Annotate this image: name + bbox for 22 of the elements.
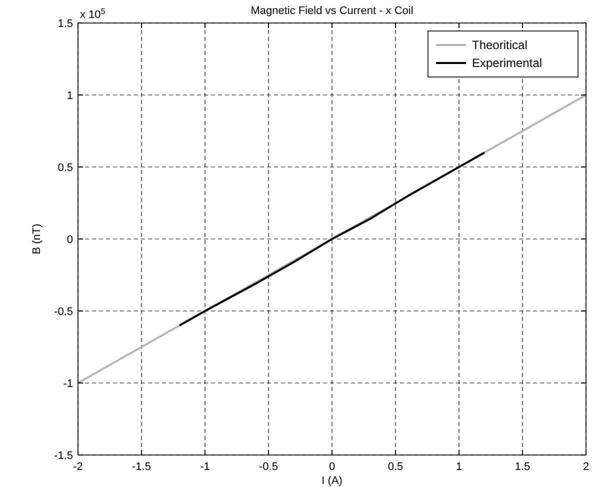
x-tick-label: 0.5 [388,461,404,473]
legend-label: Experimental [472,56,542,70]
legend-label: Theoritical [472,38,528,52]
x-tick-label: 2 [582,461,590,473]
text: x 10$^{5}$ [80,6,106,21]
x-tick-label: 0 [328,461,336,473]
y-tick-label: 1 [66,90,73,102]
x-axis-title: I (A) [322,475,342,487]
chart-title: Magnetic Field vs Current - x Coil [250,5,414,17]
y-tick-label: -1 [63,378,73,390]
y-tick-label: -0.5 [54,306,73,318]
x-tick-label: -1 [200,461,210,473]
x-tick-label: -0.5 [259,461,278,473]
x-tick-label: -2 [73,461,83,473]
y-axis-title: B (nT) [31,224,43,254]
x-tick-label: 1.5 [514,461,530,473]
x-tick-label: -1.5 [132,461,151,473]
x-tick-label: 1 [456,461,462,473]
y-tick-label: 1.5 [58,18,73,30]
y-tick-label: -1.5 [54,450,73,462]
y-tick-label: 0 [66,234,73,246]
y-tick-label: 0.5 [58,162,73,174]
